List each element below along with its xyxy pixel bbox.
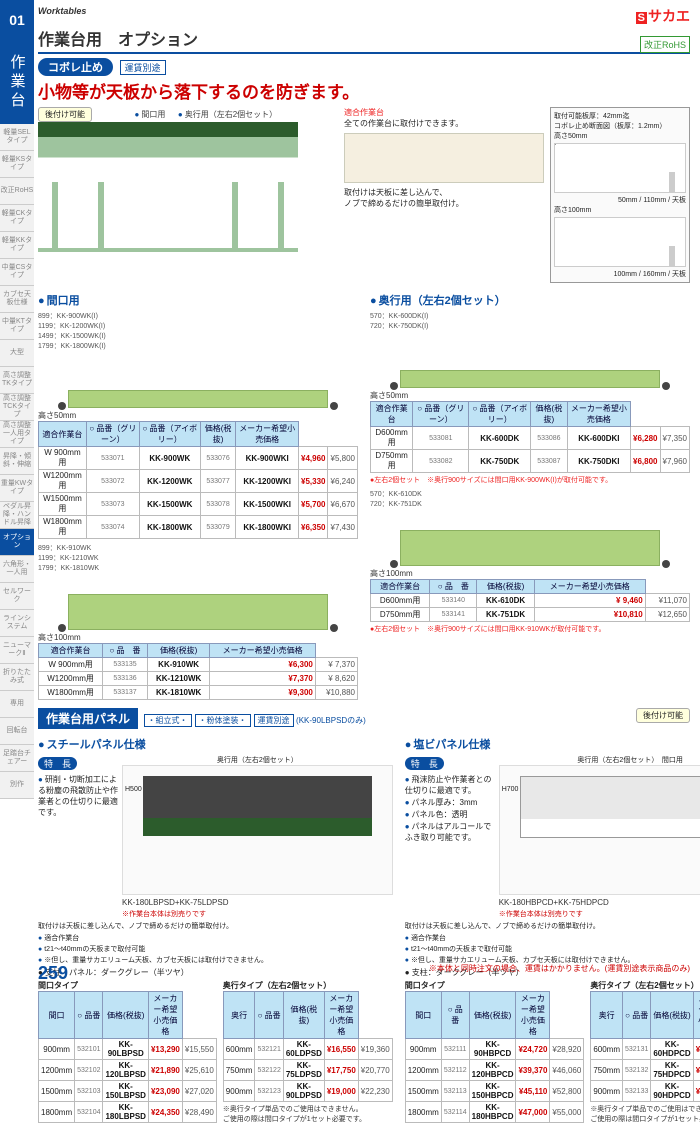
spine-item[interactable]: オプション <box>0 529 34 556</box>
worktable-illustration <box>38 122 298 252</box>
panel-tag: 運賃別途 <box>254 714 294 727</box>
okuyuki-h100-note: ●左右2個セット ※奥行900サイズには間口用KK-910WKが取付可能です。 <box>370 624 690 634</box>
feature-item: 適合作業台 <box>38 933 393 943</box>
steel-feat-pill: 特 長 <box>38 757 77 770</box>
spine-item[interactable]: 六角形・一人用 <box>0 556 34 583</box>
retrofit-badge: 後付け可能 <box>38 107 92 122</box>
vinyl-okuyuki-table: 奥行○ 品番価格(税抜)メーカー希望小売価格600mm532131KK-60HD… <box>590 991 700 1102</box>
spine-item[interactable]: 軽量KSタイプ <box>0 151 34 178</box>
steel-title: スチールパネル仕様 <box>38 736 393 752</box>
spine-item[interactable]: ラインシステム <box>0 610 34 637</box>
panel-head: 作業台用パネル <box>38 708 138 729</box>
steel-okuyuki-table: 奥行○ 品番価格(税抜)メーカー希望小売価格600mm532121KK-60LD… <box>223 991 393 1102</box>
steel-panel-col: スチールパネル仕様 特 長 研削・切断加工による粉塵の飛散防止や作業者との仕切り… <box>38 733 393 1125</box>
spine-item[interactable]: ペダル昇降・ハンドル昇降 <box>0 502 34 529</box>
headline: 小物等が天板から落下するのを防ぎます。 <box>38 78 690 103</box>
spine-item[interactable]: 高さ調整一人用タイプ <box>0 421 34 448</box>
install-note: 取付けは天板に差し込んで、 ノブで締めるだけの簡単取付け。 <box>344 187 544 209</box>
spine-item[interactable]: セルワーク <box>0 583 34 610</box>
steel-install: 取付けは天板に差し込んで、ノブで締めるだけの簡単取付け。 <box>38 921 393 931</box>
spine-item[interactable]: 中量KTタイプ <box>0 313 34 340</box>
brand-logo: サカエ <box>636 6 690 26</box>
spine-item[interactable]: ニューマークⅡ <box>0 637 34 664</box>
h50-label: 高さ50mm <box>38 410 358 421</box>
ship-badge: 運賃別途 <box>120 60 166 75</box>
spine-item[interactable]: 軽量KKタイプ <box>0 232 34 259</box>
maguchi-column: 間口用 899：KK-900WK(I)1199：KK-1200WK(I)1499… <box>38 289 358 702</box>
section-number: 01 <box>0 0 34 40</box>
steel-hero: H500 <box>122 765 393 895</box>
feature-item: t21～t40mmの天板まで取付可能 <box>405 944 700 954</box>
bottom-note: ※本体と同時注文の場合、運賃はかかりません。(運賃別途表示商品のみ) <box>429 963 690 984</box>
install-closeup <box>344 133 544 183</box>
feature-item: 適合作業台 <box>405 933 700 943</box>
spine-item[interactable]: 大型 <box>0 340 34 367</box>
feature-item: 研削・切断加工による粉塵の飛散防止や作業者との仕切りに最適です。 <box>38 774 118 818</box>
feature-item: パネル色：透明 <box>405 809 495 820</box>
feature-item: パネルはアルコールでふき取り可能です。 <box>405 821 495 843</box>
steel-body-note: ※作業台本体は別売りです <box>122 909 393 919</box>
okuyuki-h100-table: 適合作業台○ 品 番価格(税抜)メーカー希望小売価格D600mm用533140K… <box>370 579 690 622</box>
spine-item[interactable]: 回転台 <box>0 718 34 745</box>
steel-caption: KK-180LBPSD+KK-75LDPSD <box>122 898 393 907</box>
side-nav: 01 作業台 軽量SELタイプ軽量KSタイプ改正RoHS軽量CKタイプ軽量KKタ… <box>0 0 34 990</box>
spine-item[interactable]: 軽量CKタイプ <box>0 205 34 232</box>
spine-item[interactable]: 高さ調整TCKタイプ <box>0 394 34 421</box>
okuyuki-column: 奥行用（左右2個セット） 570：KK-600DK(I)720：KK-750DK… <box>370 289 690 702</box>
koboredome-pill: コボレ止め <box>38 58 113 76</box>
feature-item: t21～t40mmの天板まで取付可能 <box>38 944 393 954</box>
vinyl-panel-col: 塩ビパネル仕様 特 長 飛沫防止や作業者との仕切りに最適です。パネル厚み：3mm… <box>405 733 700 1125</box>
feature-item: パネル厚み：3mm <box>405 797 495 808</box>
maguchi-h50-table: 適合作業台○ 品番（グリーン）○ 品番（アイボリー）価格(税抜)メーカー希望小売… <box>38 421 358 539</box>
maguchi-head: 間口用 <box>38 292 358 308</box>
spine-item[interactable]: 高さ調整TKタイプ <box>0 367 34 394</box>
spine-item[interactable]: 昇降・傾斜・伸縮 <box>0 448 34 475</box>
worktables-label: Worktables <box>38 6 86 16</box>
maguchi-h100-table: 適合作業台○ 品 番価格(税抜)メーカー希望小売価格W 900mm用533135… <box>38 643 358 700</box>
okuyuki-head: 奥行用（左右2個セット） <box>370 292 690 308</box>
ok-h100-label: 高さ100mm <box>370 568 690 579</box>
vinyl-maguchi-table: 間口○ 品番価格(税抜)メーカー希望小売価格900mm532111KK-90HB… <box>405 991 585 1123</box>
spine-item[interactable]: 折りたたみ式 <box>0 664 34 691</box>
ok-h50-label: 高さ50mm <box>370 390 690 401</box>
spine-item[interactable]: カブセ天板仕様 <box>0 286 34 313</box>
spine-item[interactable]: 改正RoHS <box>0 178 34 205</box>
spine-item[interactable]: 足踏台チェアー <box>0 745 34 772</box>
okuyuki-leader: 奥行用（左右2個セット） <box>178 110 277 119</box>
maguchi-h50-img <box>38 352 358 408</box>
vinyl-install: 取付けは天板に差し込んで、ノブで締めるだけの簡単取付け。 <box>405 921 700 931</box>
spine-item[interactable]: 専用 <box>0 691 34 718</box>
vinyl-feat-pill: 特 長 <box>405 757 444 770</box>
h100-label: 高さ100mm <box>38 632 358 643</box>
okuyuki-h50-note: ●左右2個セット ※奥行900サイズには間口用KK-900WK(I)が取付可能で… <box>370 475 690 485</box>
vinyl-caption: KK-180HBPCD+KK-75HDPCD <box>499 898 700 907</box>
spine-item[interactable]: 別作 <box>0 772 34 799</box>
ship-suffix: (KK-90LBPSDのみ) <box>296 716 366 725</box>
maguchi-h100-img <box>38 574 358 630</box>
panel-tag: ・組立式・ <box>144 714 192 727</box>
panel-tag: ・粉体塗装・ <box>195 714 251 727</box>
spine-item[interactable]: 中量CSタイプ <box>0 259 34 286</box>
maguchi-leader: 間口用 <box>135 110 166 119</box>
cross-section-box: 取付可能板厚：42mm迄 コボレ止め断面図（板厚：1.2mm） 高さ50mm 5… <box>550 107 690 283</box>
vinyl-body-note: ※作業台本体は別売りです <box>499 909 700 919</box>
vinyl-hero: H700 <box>499 765 700 895</box>
koboredome-section: コボレ止め 運賃別途 小物等が天板から落下するのを防ぎます。 後付け可能 間口用… <box>38 58 690 702</box>
fit-note: 適合作業台 全ての作業台に取付けできます。 <box>344 107 544 129</box>
okuyuki-h100-img <box>370 510 690 566</box>
panel-retrofit: 後付け可能 <box>636 708 690 723</box>
page-title: 作業台用 オプション <box>38 26 690 54</box>
spine-item[interactable]: 重量KWタイプ <box>0 475 34 502</box>
okuyuki-h50-table: 適合作業台○ 品番（グリーン）○ 品番（アイボリー）価格(税抜)メーカー希望小売… <box>370 401 690 473</box>
section-label: 作業台 <box>0 40 34 124</box>
vinyl-title: 塩ビパネル仕様 <box>405 736 700 752</box>
okuyuki-h50-img <box>370 332 690 388</box>
rohs-badge: 改正RoHS <box>640 36 690 53</box>
feature-item: 飛沫防止や作業者との仕切りに最適です。 <box>405 774 495 796</box>
steel-maguchi-table: 間口○ 品番価格(税抜)メーカー希望小売価格900mm532101KK-90LB… <box>38 991 217 1123</box>
page-number: 259 <box>38 963 68 984</box>
panel-section: 作業台用パネル ・組立式・・粉体塗装・運賃別途 (KK-90LBPSDのみ) 後… <box>38 708 690 1125</box>
spine-item[interactable]: 軽量SELタイプ <box>0 124 34 151</box>
